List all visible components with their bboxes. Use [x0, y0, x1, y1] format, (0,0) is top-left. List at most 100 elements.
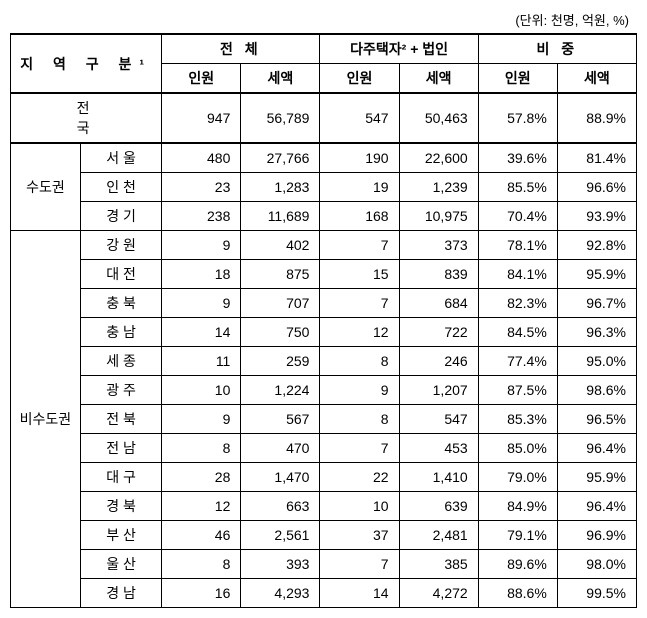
header-multi-count: 인원 — [320, 64, 399, 94]
cell-value: 9 — [320, 376, 399, 405]
cell-value: 70.4% — [478, 202, 557, 231]
cell-value: 84.9% — [478, 492, 557, 521]
cell-value: 88.9% — [557, 93, 636, 143]
header-ratio-count: 인원 — [478, 64, 557, 94]
table-row: 인 천231,283191,23985.5%96.6% — [11, 173, 637, 202]
cell-region-label: 경 남 — [80, 579, 161, 608]
table-row: 울 산8393738589.6%98.0% — [11, 550, 637, 579]
cell-value: 393 — [241, 550, 320, 579]
cell-value: 89.6% — [478, 550, 557, 579]
table-row-national: 전국94756,78954750,46357.8%88.9% — [11, 93, 637, 143]
cell-region-label: 강 원 — [80, 231, 161, 260]
table-body: 전국94756,78954750,46357.8%88.9%수도권서 울4802… — [11, 93, 637, 608]
cell-value: 98.6% — [557, 376, 636, 405]
table-row: 전 남8470745385.0%96.4% — [11, 434, 637, 463]
cell-value: 2,561 — [241, 521, 320, 550]
cell-value: 9 — [162, 231, 241, 260]
cell-value: 84.1% — [478, 260, 557, 289]
cell-value: 839 — [399, 260, 478, 289]
cell-value: 50,463 — [399, 93, 478, 143]
header-total-amount: 세액 — [241, 64, 320, 94]
cell-value: 85.3% — [478, 405, 557, 434]
cell-region-label: 충 남 — [80, 318, 161, 347]
cell-value: 87.5% — [478, 376, 557, 405]
table-row: 전 북9567854785.3%96.5% — [11, 405, 637, 434]
cell-value: 96.3% — [557, 318, 636, 347]
cell-value: 8 — [162, 434, 241, 463]
cell-value: 81.4% — [557, 143, 636, 173]
cell-value: 10 — [162, 376, 241, 405]
cell-value: 39.6% — [478, 143, 557, 173]
cell-value: 95.9% — [557, 260, 636, 289]
cell-value: 82.3% — [478, 289, 557, 318]
cell-region-label: 울 산 — [80, 550, 161, 579]
cell-region-label: 대 구 — [80, 463, 161, 492]
table-row: 경 기23811,68916810,97570.4%93.9% — [11, 202, 637, 231]
cell-region-label: 충 북 — [80, 289, 161, 318]
cell-value: 12 — [320, 318, 399, 347]
header-multi-amount: 세액 — [399, 64, 478, 94]
cell-value: 10 — [320, 492, 399, 521]
table-row: 세 종11259824677.4%95.0% — [11, 347, 637, 376]
cell-value: 663 — [241, 492, 320, 521]
cell-value: 1,239 — [399, 173, 478, 202]
cell-value: 8 — [320, 347, 399, 376]
cell-value: 99.5% — [557, 579, 636, 608]
cell-value: 750 — [241, 318, 320, 347]
cell-value: 79.1% — [478, 521, 557, 550]
cell-region-label: 부 산 — [80, 521, 161, 550]
cell-value: 9 — [162, 405, 241, 434]
cell-value: 96.4% — [557, 492, 636, 521]
table-row: 수도권서 울48027,76619022,60039.6%81.4% — [11, 143, 637, 173]
cell-value: 567 — [241, 405, 320, 434]
cell-value: 12 — [162, 492, 241, 521]
cell-value: 7 — [320, 289, 399, 318]
table-row: 대 전188751583984.1%95.9% — [11, 260, 637, 289]
cell-region-label: 전 남 — [80, 434, 161, 463]
cell-value: 7 — [320, 550, 399, 579]
cell-value: 14 — [162, 318, 241, 347]
cell-value: 18 — [162, 260, 241, 289]
cell-value: 639 — [399, 492, 478, 521]
cell-region-label: 대 전 — [80, 260, 161, 289]
cell-value: 22,600 — [399, 143, 478, 173]
cell-national-label: 전국 — [11, 93, 162, 143]
cell-value: 56,789 — [241, 93, 320, 143]
cell-value: 14 — [320, 579, 399, 608]
cell-value: 2,481 — [399, 521, 478, 550]
cell-region-label: 광 주 — [80, 376, 161, 405]
cell-value: 1,283 — [241, 173, 320, 202]
cell-value: 4,293 — [241, 579, 320, 608]
cell-value: 85.0% — [478, 434, 557, 463]
cell-value: 4,272 — [399, 579, 478, 608]
table-row: 대 구281,470221,41079.0%95.9% — [11, 463, 637, 492]
cell-value: 168 — [320, 202, 399, 231]
cell-value: 1,410 — [399, 463, 478, 492]
cell-region-label: 경 기 — [80, 202, 161, 231]
cell-value: 190 — [320, 143, 399, 173]
cell-value: 93.9% — [557, 202, 636, 231]
cell-value: 95.9% — [557, 463, 636, 492]
cell-value: 57.8% — [478, 93, 557, 143]
table-row: 비수도권강 원9402737378.1%92.8% — [11, 231, 637, 260]
cell-value: 246 — [399, 347, 478, 376]
cell-value: 10,975 — [399, 202, 478, 231]
cell-region-label: 세 종 — [80, 347, 161, 376]
cell-region-label: 서 울 — [80, 143, 161, 173]
cell-value: 95.0% — [557, 347, 636, 376]
cell-value: 37 — [320, 521, 399, 550]
table-row: 충 북9707768482.3%96.7% — [11, 289, 637, 318]
unit-label: (단위: 천명, 억원, %) — [10, 10, 637, 29]
cell-value: 27,766 — [241, 143, 320, 173]
cell-value: 722 — [399, 318, 478, 347]
cell-value: 1,224 — [241, 376, 320, 405]
cell-region-label: 전 북 — [80, 405, 161, 434]
table-row: 충 남147501272284.5%96.3% — [11, 318, 637, 347]
data-table: 지 역 구 분¹ 전 체 다주택자² + 법인 비 중 인원 세액 인원 세액 … — [10, 33, 637, 608]
cell-value: 238 — [162, 202, 241, 231]
cell-group-label: 비수도권 — [11, 231, 81, 608]
cell-value: 547 — [399, 405, 478, 434]
cell-value: 22 — [320, 463, 399, 492]
cell-value: 480 — [162, 143, 241, 173]
cell-value: 46 — [162, 521, 241, 550]
